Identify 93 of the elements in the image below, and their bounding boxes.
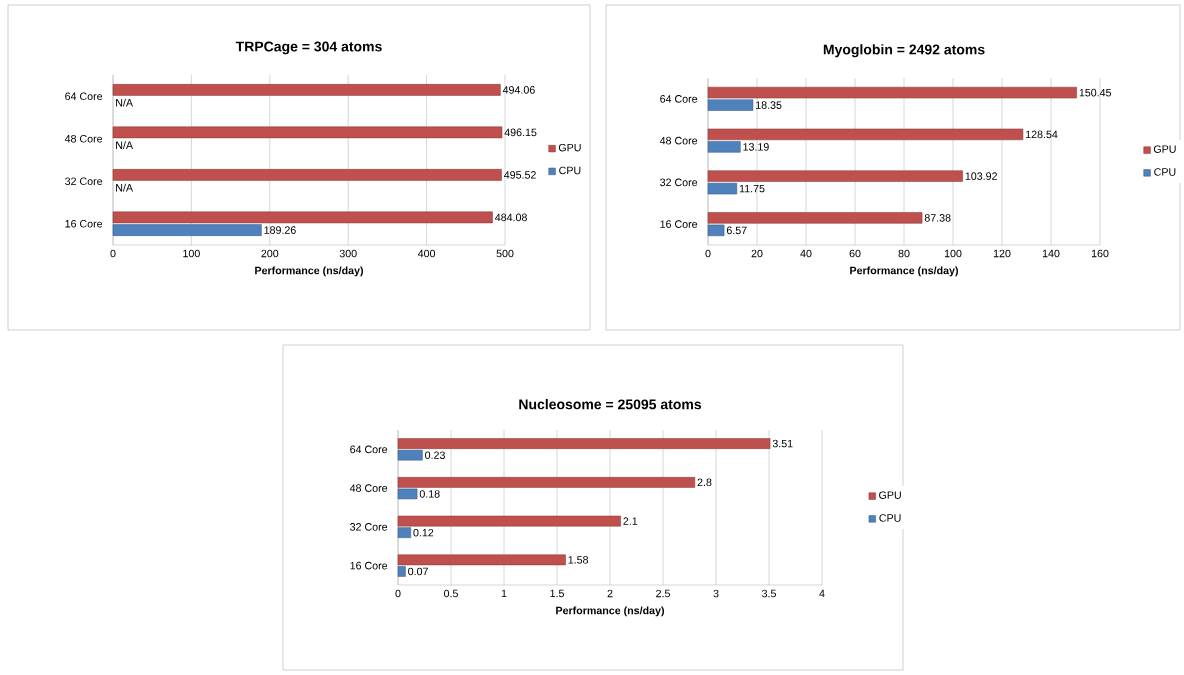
bar bbox=[707, 128, 1024, 141]
bar bbox=[707, 224, 725, 237]
data-label: 2.1 bbox=[623, 517, 638, 525]
y-tick-label: 16 Core bbox=[660, 220, 698, 228]
x-tick-label: 200 bbox=[261, 249, 279, 258]
x-tick-label: 400 bbox=[417, 249, 436, 258]
y-tick-label: 32 Core bbox=[350, 523, 388, 531]
x-tick-label: 300 bbox=[339, 249, 357, 258]
legend-label: CPU bbox=[559, 166, 581, 175]
bar bbox=[397, 438, 771, 449]
bar bbox=[707, 182, 738, 195]
bar bbox=[397, 515, 621, 527]
x-tick-label: 3.5 bbox=[761, 589, 776, 598]
legend-label: CPU bbox=[879, 514, 901, 522]
x-tick-label: 0.5 bbox=[444, 589, 458, 598]
legend-label: GPU bbox=[879, 491, 901, 499]
data-label: 0.12 bbox=[413, 528, 434, 537]
x-tick-label: 0 bbox=[110, 249, 116, 258]
y-tick-label: 64 Core bbox=[65, 92, 103, 101]
x-tick-label: 1 bbox=[501, 589, 507, 598]
y-tick-label: 48 Core bbox=[349, 484, 388, 492]
y-tick-label: 16 Core bbox=[65, 219, 103, 228]
x-tick-label: 120 bbox=[993, 249, 1011, 258]
data-label: 496.15 bbox=[504, 128, 537, 137]
bar bbox=[397, 449, 423, 461]
data-label: 0.23 bbox=[425, 451, 445, 459]
x-tick-label: 2.5 bbox=[656, 589, 670, 598]
chart-title: Nucleosome = 25095 atoms bbox=[519, 399, 702, 410]
x-tick-label: 40 bbox=[800, 249, 812, 258]
x-tick-label: 2 bbox=[607, 589, 613, 598]
x-axis-title: Performance (ns/day) bbox=[255, 266, 363, 277]
bar bbox=[397, 566, 406, 577]
legend-label: GPU bbox=[558, 143, 581, 152]
x-tick-label: 60 bbox=[849, 249, 861, 258]
bar bbox=[707, 212, 923, 224]
x-tick-label: 80 bbox=[898, 249, 910, 258]
data-label: 189.26 bbox=[264, 226, 296, 234]
y-tick-label: 48 Core bbox=[659, 136, 698, 145]
bar bbox=[707, 99, 754, 111]
legend-label: GPU bbox=[1153, 145, 1176, 153]
x-tick-label: 3 bbox=[713, 589, 719, 598]
x-tick-label: 500 bbox=[496, 249, 514, 258]
x-tick-label: 1.5 bbox=[550, 589, 564, 598]
data-label: 484.08 bbox=[495, 213, 527, 222]
x-tick-label: 4 bbox=[819, 589, 825, 598]
text: N/A bbox=[116, 141, 134, 150]
chart-title: TRPCage = 304 atoms bbox=[235, 41, 382, 55]
y-tick-label: 32 Core bbox=[65, 177, 103, 186]
data-label: 3.51 bbox=[772, 439, 793, 448]
y-tick-label: 16 Core bbox=[350, 561, 388, 570]
data-label: 0.07 bbox=[408, 567, 428, 576]
data-label: 103.92 bbox=[965, 172, 997, 180]
x-axis-title: Performance (ns/day) bbox=[850, 266, 958, 277]
data-label: 13.19 bbox=[743, 143, 769, 151]
text: N/A bbox=[116, 98, 134, 107]
x-tick-label: 140 bbox=[1042, 249, 1060, 258]
x-tick-label: 0 bbox=[395, 589, 401, 598]
x-tick-label: 160 bbox=[1091, 249, 1109, 258]
data-label: 128.54 bbox=[1026, 130, 1058, 139]
bar bbox=[112, 169, 502, 181]
bar bbox=[112, 126, 503, 139]
bar bbox=[112, 84, 501, 96]
y-tick-label: 64 Core bbox=[350, 445, 388, 454]
data-label: 87.38 bbox=[924, 214, 951, 222]
data-label: 6.57 bbox=[726, 226, 747, 235]
bar bbox=[397, 554, 566, 566]
bar bbox=[707, 86, 1077, 99]
data-label: 2.8 bbox=[697, 478, 712, 487]
data-label: 495.52 bbox=[504, 171, 536, 179]
bar bbox=[707, 141, 741, 153]
chart-title: Myoglobin = 2492 atoms bbox=[823, 44, 985, 58]
x-tick-label: 20 bbox=[751, 249, 763, 258]
data-label: 0.18 bbox=[419, 490, 440, 498]
data-label: 18.35 bbox=[756, 101, 782, 109]
y-tick-label: 48 Core bbox=[64, 134, 103, 143]
bar bbox=[397, 477, 696, 488]
x-axis-title: Performance (ns/day) bbox=[556, 606, 664, 617]
bar bbox=[112, 211, 493, 224]
legend-label: CPU bbox=[1154, 168, 1176, 176]
bar bbox=[397, 527, 411, 538]
x-tick-label: 0 bbox=[705, 249, 711, 258]
y-tick-label: 32 Core bbox=[660, 178, 698, 187]
data-label: 150.45 bbox=[1079, 88, 1112, 97]
bar bbox=[397, 488, 418, 500]
bar bbox=[112, 224, 262, 236]
data-label: 11.75 bbox=[739, 184, 765, 193]
text: N/A bbox=[116, 183, 134, 192]
x-tick-label: 100 bbox=[944, 249, 962, 258]
bar bbox=[707, 170, 963, 182]
y-tick-label: 64 Core bbox=[660, 95, 698, 103]
x-tick-label: 100 bbox=[183, 249, 200, 258]
data-label: 494.06 bbox=[502, 86, 535, 94]
data-label: 1.58 bbox=[568, 556, 589, 564]
